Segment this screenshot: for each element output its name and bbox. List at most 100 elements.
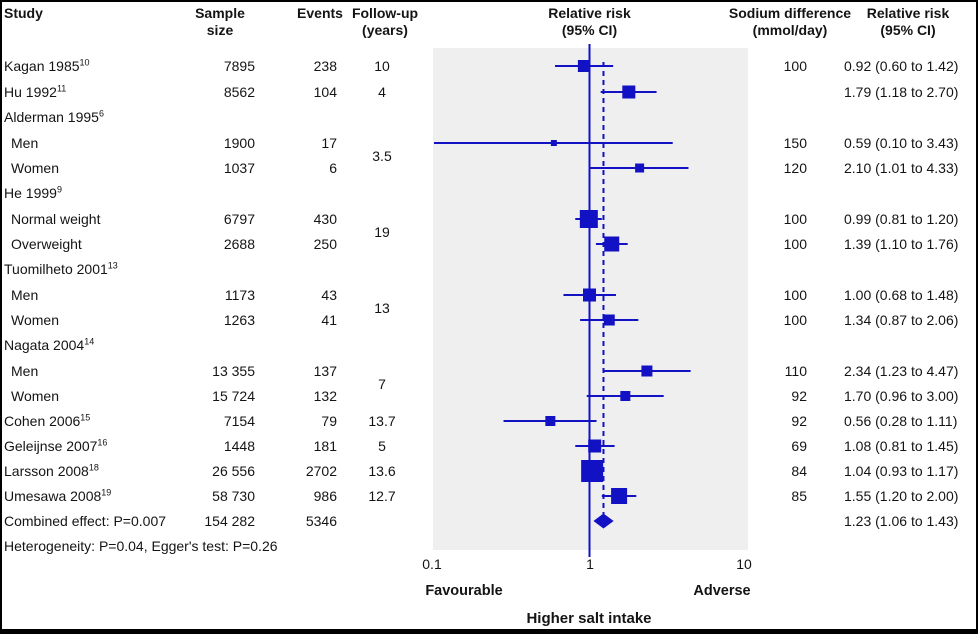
col-header-sample: Sample size bbox=[195, 5, 245, 38]
reference-superscript: 9 bbox=[56, 184, 62, 195]
followup-value: 5 bbox=[378, 438, 386, 454]
estimate-square bbox=[581, 460, 604, 482]
study-label: Combined effect: P=0.007 bbox=[4, 513, 167, 529]
col-header-relative-risk-plot: Relative risk (95% CI) bbox=[548, 5, 631, 38]
study-label: Normal weight bbox=[11, 211, 101, 227]
study-label: Hu 199211 bbox=[4, 83, 67, 100]
followup-value: 13.6 bbox=[368, 463, 396, 479]
followup-value: 4 bbox=[378, 84, 386, 100]
study-label: Umesawa 200819 bbox=[4, 487, 112, 504]
followup-value: 13 bbox=[374, 300, 390, 316]
relative-risk-ci-value: 1.55 (1.20 to 2.00) bbox=[844, 488, 959, 504]
events-value: 6 bbox=[329, 160, 337, 176]
estimate-square bbox=[641, 365, 653, 377]
study-label: Tuomilheto 200113 bbox=[4, 260, 118, 277]
events-value: 2702 bbox=[305, 463, 337, 479]
followup-value: 7 bbox=[378, 376, 386, 392]
sodium-difference-value: 120 bbox=[783, 160, 807, 176]
study-label: Men bbox=[11, 287, 39, 303]
sodium-difference-value: 85 bbox=[791, 488, 807, 504]
reference-superscript: 18 bbox=[88, 462, 99, 473]
study-label: Men bbox=[11, 135, 39, 151]
estimate-square bbox=[603, 314, 615, 326]
events-value: 986 bbox=[313, 488, 337, 504]
estimate-square bbox=[635, 163, 645, 173]
followup-value: 10 bbox=[374, 58, 390, 74]
col-header-sodium: Sodium difference (mmol/day) bbox=[728, 5, 852, 38]
events-value: 43 bbox=[321, 287, 337, 303]
col-header-study: Study bbox=[4, 5, 43, 21]
events-value: 5346 bbox=[305, 513, 337, 529]
relative-risk-ci-value: 1.70 (0.96 to 3.00) bbox=[844, 388, 959, 404]
sample-size-value: 1037 bbox=[223, 160, 255, 176]
estimate-square bbox=[622, 85, 636, 99]
sample-size-value: 7895 bbox=[223, 58, 255, 74]
sodium-difference-value: 100 bbox=[783, 287, 807, 303]
study-label: Cohen 200615 bbox=[4, 412, 91, 429]
reference-superscript: 16 bbox=[97, 437, 108, 448]
sodium-difference-value: 100 bbox=[783, 236, 807, 252]
col-header-followup: Follow-up (years) bbox=[351, 5, 419, 38]
sample-size-value: 26 556 bbox=[212, 463, 255, 479]
reference-superscript: 11 bbox=[56, 83, 67, 94]
reference-superscript: 6 bbox=[98, 108, 104, 119]
study-label: Larsson 200818 bbox=[4, 462, 99, 479]
relative-risk-ci-value: 1.00 (0.68 to 1.48) bbox=[844, 287, 959, 303]
relative-risk-ci-value: 1.39 (1.10 to 1.76) bbox=[844, 236, 959, 252]
x-tick-0.1: 0.1 bbox=[422, 556, 442, 572]
relative-risk-ci-value: 0.59 (0.10 to 3.43) bbox=[844, 135, 959, 151]
events-value: 137 bbox=[313, 363, 337, 379]
followup-value: 12.7 bbox=[368, 488, 396, 504]
x-tick-1: 1 bbox=[586, 556, 594, 572]
estimate-square bbox=[604, 236, 620, 252]
study-label: Alderman 19956 bbox=[4, 108, 104, 125]
estimate-square bbox=[588, 439, 602, 453]
relative-risk-ci-value: 1.34 (0.87 to 2.06) bbox=[844, 312, 959, 328]
relative-risk-ci-value: 1.08 (0.81 to 1.45) bbox=[844, 438, 959, 454]
study-label: Women bbox=[11, 388, 59, 404]
events-value: 430 bbox=[313, 211, 337, 227]
reference-superscript: 15 bbox=[80, 412, 91, 423]
reference-superscript: 13 bbox=[107, 260, 118, 271]
sample-size-value: 1173 bbox=[224, 287, 255, 303]
combined-diamond bbox=[593, 513, 614, 529]
sample-size-value: 2688 bbox=[223, 236, 255, 252]
sample-size-value: 6797 bbox=[223, 211, 255, 227]
events-value: 79 bbox=[321, 413, 337, 429]
events-value: 132 bbox=[313, 388, 337, 404]
col-header-events: Events bbox=[297, 5, 343, 21]
sodium-difference-value: 92 bbox=[791, 413, 807, 429]
sodium-difference-value: 100 bbox=[783, 312, 807, 328]
study-label: Kagan 198510 bbox=[4, 57, 90, 74]
events-value: 104 bbox=[313, 84, 337, 100]
relative-risk-ci-value: 0.99 (0.81 to 1.20) bbox=[844, 211, 959, 227]
estimate-square bbox=[620, 391, 631, 401]
adverse-label: Adverse bbox=[693, 583, 751, 599]
sample-size-value: 1448 bbox=[223, 438, 255, 454]
estimate-square bbox=[583, 288, 596, 302]
relative-risk-ci-value: 2.10 (1.01 to 4.33) bbox=[844, 160, 959, 176]
sodium-difference-value: 110 bbox=[784, 363, 807, 379]
estimate-square bbox=[545, 416, 556, 426]
events-value: 17 bbox=[321, 135, 337, 151]
sodium-difference-value: 92 bbox=[791, 388, 807, 404]
estimate-square bbox=[577, 60, 590, 72]
events-value: 41 bbox=[321, 312, 337, 328]
sample-size-value: 1263 bbox=[223, 312, 255, 328]
study-label: Women bbox=[11, 160, 59, 176]
events-value: 238 bbox=[313, 58, 337, 74]
relative-risk-ci-value: 1.23 (1.06 to 1.43) bbox=[844, 513, 959, 529]
reference-superscript: 14 bbox=[84, 336, 95, 347]
events-value: 181 bbox=[313, 438, 337, 454]
followup-value: 13.7 bbox=[368, 413, 396, 429]
study-label: Women bbox=[11, 312, 59, 328]
followup-value: 19 bbox=[374, 224, 390, 240]
relative-risk-ci-value: 0.92 (0.60 to 1.42) bbox=[844, 58, 959, 74]
sample-size-value: 1900 bbox=[223, 135, 255, 151]
col-header-relative-risk-values: Relative risk (95% CI) bbox=[866, 5, 950, 38]
study-label: Geleijnse 200716 bbox=[4, 437, 108, 454]
estimate-square bbox=[579, 210, 598, 228]
favourable-label: Favourable bbox=[425, 583, 503, 599]
